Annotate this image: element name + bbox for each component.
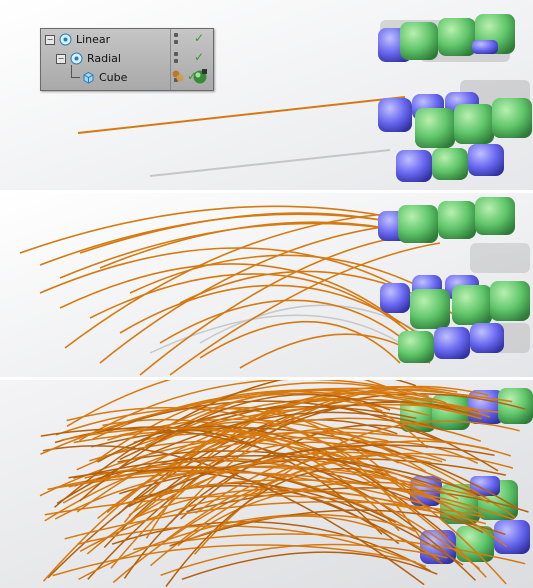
render-scene-3 bbox=[0, 380, 533, 588]
separator bbox=[0, 190, 533, 193]
visibility-dots-icon[interactable] bbox=[174, 52, 184, 66]
object-name[interactable]: Cube bbox=[99, 71, 128, 84]
cube-cluster-top bbox=[378, 14, 515, 62]
column-divider bbox=[170, 29, 171, 90]
render-panel-dense bbox=[0, 380, 533, 588]
tree-row-linear[interactable]: − Linear ✓ bbox=[41, 31, 213, 49]
render-scene-2 bbox=[0, 193, 533, 377]
render-scene-1 bbox=[0, 0, 533, 190]
tree-row-radial[interactable]: − Radial ✓ bbox=[41, 50, 213, 68]
cube-cluster-top bbox=[378, 197, 515, 243]
enabled-check-icon[interactable]: ✓ bbox=[194, 50, 205, 64]
phong-tag-icon[interactable] bbox=[191, 67, 209, 85]
cube-cluster-bottom bbox=[380, 275, 530, 363]
object-name[interactable]: Linear bbox=[76, 33, 111, 46]
collapse-toggle[interactable]: − bbox=[56, 54, 66, 64]
cube-cluster-bottom bbox=[378, 92, 532, 182]
cloner-icon bbox=[70, 52, 83, 65]
render-panel-radial bbox=[0, 193, 533, 377]
strand-bundle bbox=[39, 380, 529, 587]
visibility-dots-icon[interactable] bbox=[174, 33, 184, 47]
collapse-toggle[interactable]: − bbox=[45, 35, 55, 45]
tree-row-cube[interactable]: Cube ✓ bbox=[41, 65, 213, 87]
tree-connector bbox=[71, 65, 80, 78]
separator bbox=[0, 377, 533, 380]
enabled-check-icon[interactable]: ✓ bbox=[187, 69, 198, 83]
object-manager: − Linear ✓ − Radial ✓ Cub bbox=[40, 28, 214, 91]
enabled-check-icon[interactable]: ✓ bbox=[194, 31, 205, 45]
material-tag-icon[interactable] bbox=[171, 69, 185, 83]
render-panel-linear: − Linear ✓ − Radial ✓ Cub bbox=[0, 0, 533, 190]
cloner-icon bbox=[59, 33, 72, 46]
object-name[interactable]: Radial bbox=[87, 52, 121, 65]
cube-icon bbox=[83, 71, 94, 84]
